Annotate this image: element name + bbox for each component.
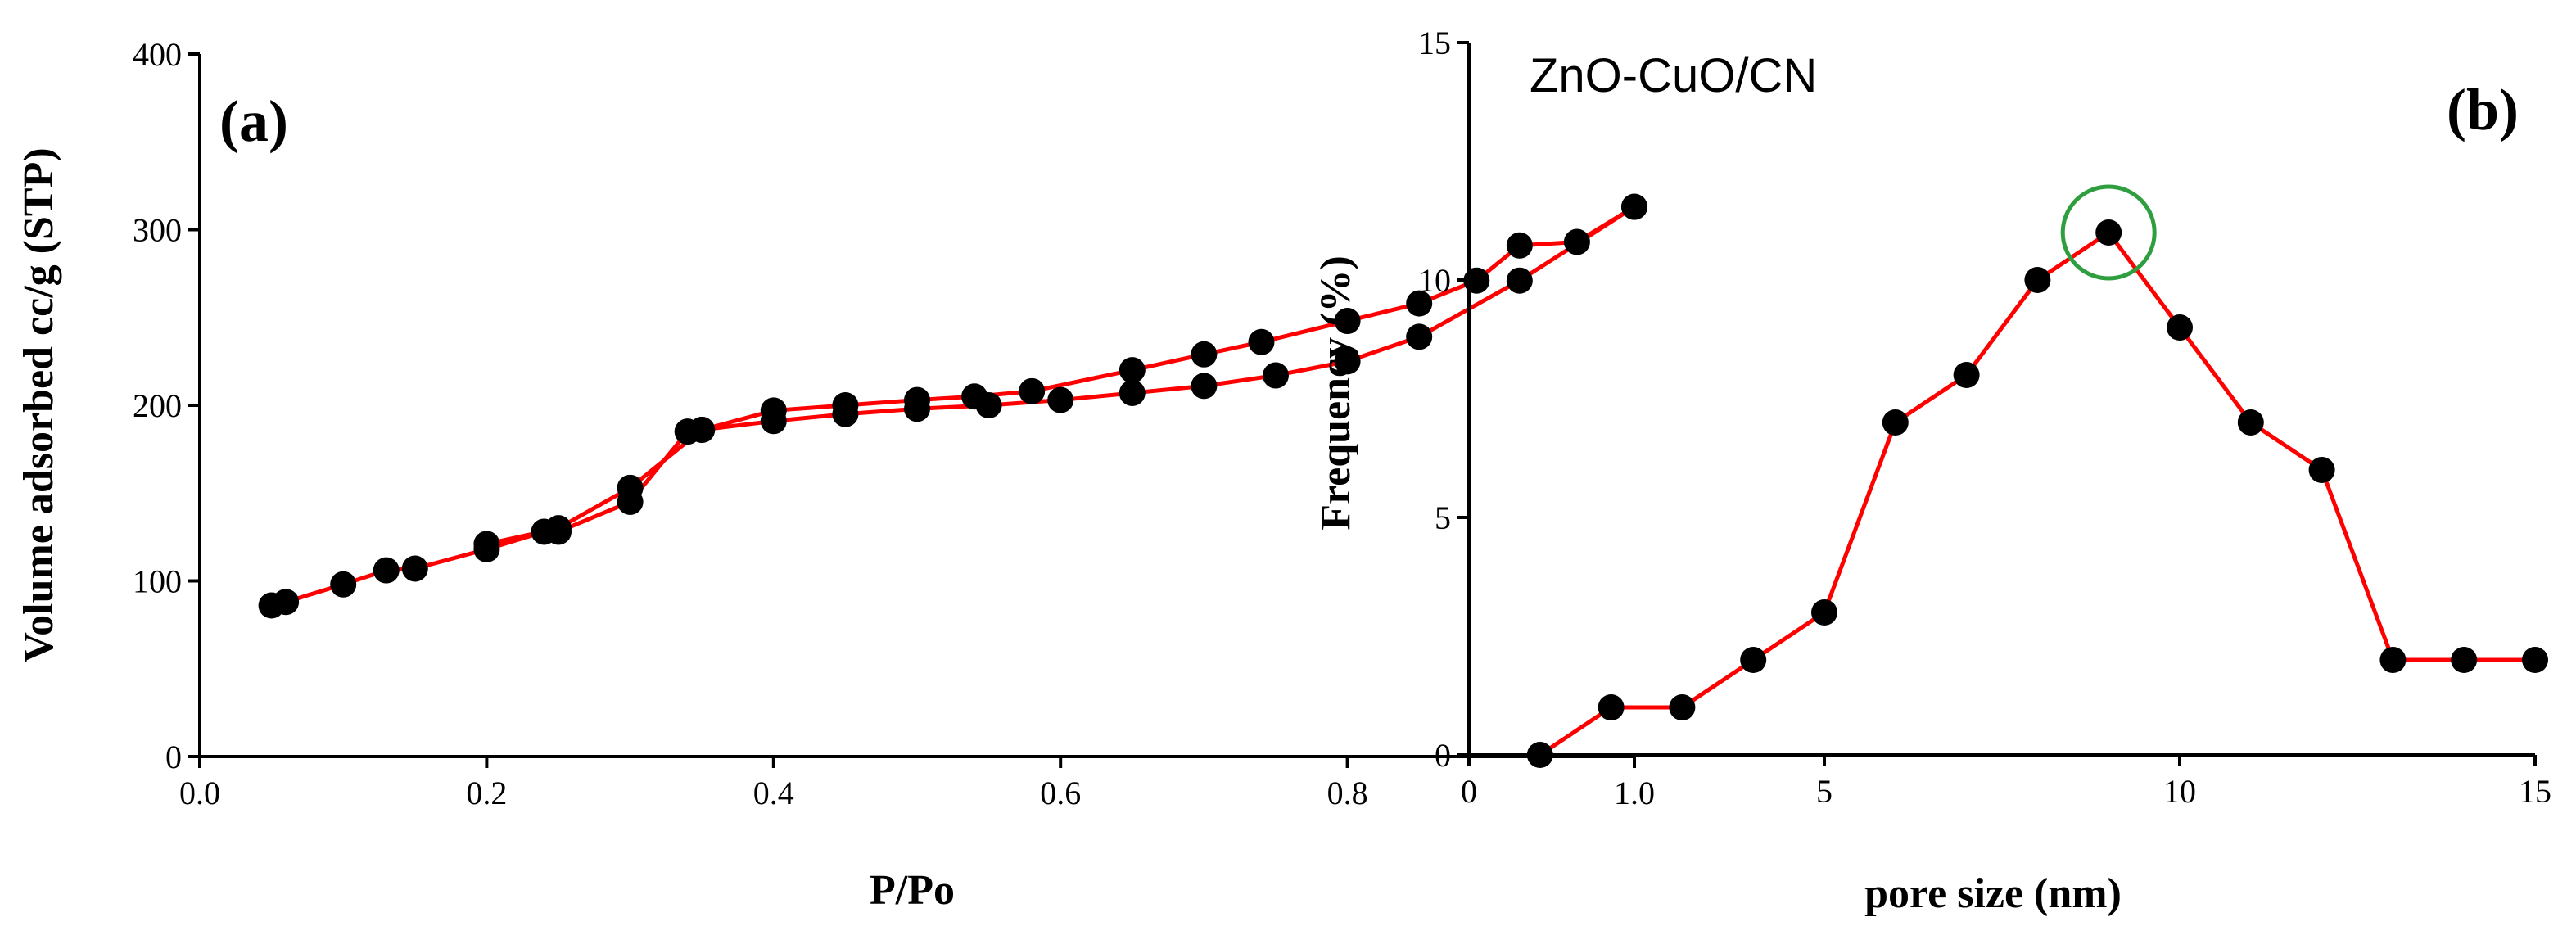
data-point [1563,228,1590,255]
data-point [1526,742,1553,768]
panel-label: (a) [219,88,288,154]
data-point [1598,694,1625,720]
data-point [2024,267,2051,293]
data-point [1406,290,1433,317]
x-tick-label: 10 [2163,773,2196,810]
data-point [1811,599,1837,626]
data-point [1334,308,1361,335]
y-tick-label: 400 [133,36,182,73]
data-point [832,392,859,418]
data-point [1047,386,1074,413]
data-point [273,589,300,616]
y-tick-label: 200 [133,387,182,424]
data-point [1119,379,1146,406]
x-tick-label: 0.2 [466,775,507,811]
data-point [2522,647,2548,673]
data-point [1191,341,1218,368]
x-tick-label: 0.0 [179,775,220,811]
data-point [1406,323,1433,350]
data-point [2379,647,2407,673]
data-point [961,383,988,410]
data-point [473,531,500,558]
data-point [760,397,787,424]
data-point [401,555,428,582]
series-line-ZnO-CuO/CN [1539,230,2535,757]
y-tick-label: 100 [133,563,182,600]
data-point [617,474,644,501]
data-point [2237,409,2264,436]
x-tick-label: 0.8 [1327,775,1368,811]
x-tick-label: 1.0 [1614,775,1655,811]
data-point [1019,377,1046,404]
data-point [2451,647,2478,673]
x-tick-label: 0.4 [753,775,794,811]
data-point [330,571,357,598]
y-axis-title: Frequency (%) [1313,255,1359,531]
highlight-ring [2060,184,2157,281]
data-point [1119,357,1146,384]
data-point [1248,328,1275,355]
data-point [545,515,572,542]
x-axis-title: pore size (nm) [1864,870,2122,917]
data-point [1506,232,1533,259]
data-point [904,386,930,413]
data-point [1669,694,1696,720]
y-tick-label: 0 [1435,737,1451,774]
x-tick-label: 15 [2519,773,2551,810]
data-point [2095,219,2122,246]
y-tick-label: 300 [133,212,182,249]
data-point [2308,457,2335,483]
data-point [1191,373,1218,400]
data-point [373,557,400,584]
data-point [1263,362,1289,389]
data-point [1740,647,1767,673]
data-point [1882,409,1909,436]
data-point [1953,362,1980,388]
data-point [689,417,716,444]
y-tick-label: 10 [1418,262,1451,299]
y-tick-label: 5 [1435,499,1451,536]
x-tick-label: 5 [1816,773,1833,810]
panel-b: 0 5 10 15 0 5 10 15 pore size (nm) Frequency (%) (… [1313,25,2551,917]
panel-a: 0.0 0.2 0.4 0.6 0.8 1.00100200300400P/PoVolum… [16,36,1655,914]
x-axis-title: P/Po [870,867,955,914]
series-line-desorption [486,205,1636,546]
data-point [2167,314,2193,341]
x-tick-label: 0.6 [1040,775,1081,811]
data-point [1506,267,1533,294]
data-point [1334,348,1361,375]
y-tick-label: 0 [165,738,182,775]
data-point [1621,193,1647,220]
y-tick-label: 15 [1418,25,1451,61]
x-tick-label: 0 [1461,773,1477,810]
y-axis-title: Volume adsorbed cc/g (STP) [16,147,62,662]
panel-label: (b) [2447,77,2519,142]
sample-label: ZnO-CuO/CN [1530,49,1817,102]
